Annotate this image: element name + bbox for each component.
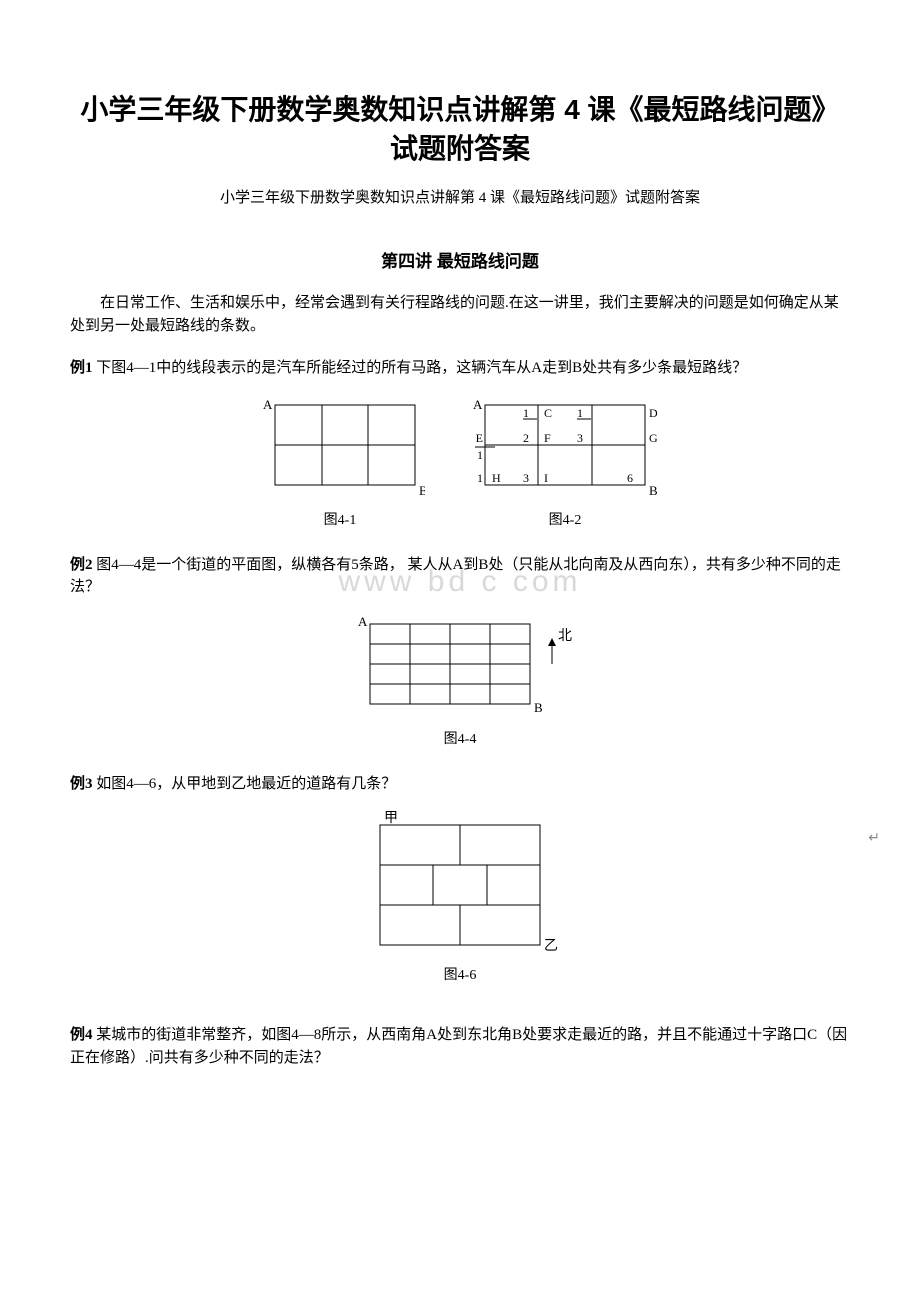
example-1-text: 下图4—1中的线段表示的是汽车所能经过的所有马路，这辆汽车从A走到B处共有多少条… — [93, 360, 748, 376]
example-2-label: 例2 — [70, 557, 93, 573]
svg-text:B: B — [534, 700, 543, 715]
svg-text:A: A — [358, 614, 368, 629]
page-title: 小学三年级下册数学奥数知识点讲解第 4 课《最短路线问题》试题附答案 — [70, 90, 850, 168]
section-title: 第四讲 最短路线问题 — [70, 247, 850, 272]
svg-text:A: A — [473, 397, 483, 412]
return-mark: ↵ — [868, 830, 880, 847]
example-3: 例3 如图4—6，从甲地到乙地最近的道路有几条？ — [70, 773, 850, 796]
svg-text:D: D — [649, 406, 658, 420]
figure-4-4-row: A B 北 图4-4 — [70, 614, 850, 748]
figure-4-1: A B — [255, 395, 425, 505]
example-1-label: 例1 — [70, 360, 93, 376]
svg-text:B: B — [649, 483, 658, 498]
figure-4-2: A 1 C 1 D E 1 2 F 3 G 1 H — [465, 395, 665, 505]
figure-4-6-row: 甲 乙 图4-6 — [70, 810, 850, 984]
example-2: 例2 图4—4是一个街道的平面图，纵横各有5条路， 某人从A到B处（只能从北向南… — [70, 554, 850, 599]
svg-text:2: 2 — [523, 431, 529, 445]
svg-text:B: B — [419, 483, 425, 498]
example-3-text: 如图4—6，从甲地到乙地最近的道路有几条？ — [93, 776, 397, 792]
figure-4-6: 甲 乙 — [360, 810, 560, 960]
caption-4-6: 图4-6 — [444, 964, 477, 984]
example-1: 例1 下图4—1中的线段表示的是汽车所能经过的所有马路，这辆汽车从A走到B处共有… — [70, 357, 850, 380]
svg-text:1: 1 — [523, 406, 529, 420]
caption-4-2: 图4-2 — [549, 509, 582, 529]
intro-text: 在日常工作、生活和娱乐中，经常会遇到有关行程路线的问题.在这一讲里，我们主要解决… — [70, 292, 850, 337]
svg-text:1: 1 — [577, 406, 583, 420]
svg-text:6: 6 — [627, 471, 633, 485]
svg-text:3: 3 — [523, 471, 529, 485]
svg-text:乙: 乙 — [544, 938, 558, 954]
svg-text:F: F — [544, 431, 551, 445]
svg-text:3: 3 — [577, 431, 583, 445]
example-4-label: 例4 — [70, 1027, 93, 1043]
svg-text:C: C — [544, 406, 552, 420]
example-2-text: 图4—4是一个街道的平面图，纵横各有5条路， 某人从A到B处（只能从北向南及从西… — [70, 557, 841, 596]
svg-text:北: 北 — [558, 628, 572, 644]
svg-text:A: A — [263, 397, 273, 412]
svg-text:E: E — [476, 431, 483, 445]
svg-text:1: 1 — [477, 471, 483, 485]
example-4: 例4 某城市的街道非常整齐，如图4—8所示，从西南角A处到东北角B处要求走最近的… — [70, 1024, 850, 1069]
example-3-label: 例3 — [70, 776, 93, 792]
svg-text:I: I — [544, 471, 548, 485]
example-4-text: 某城市的街道非常整齐，如图4—8所示，从西南角A处到东北角B处要求走最近的路，并… — [70, 1027, 847, 1066]
svg-text:H: H — [492, 471, 501, 485]
caption-4-1: 图4-1 — [324, 509, 357, 529]
figure-4-4: A B 北 — [340, 614, 580, 724]
page-subtitle: 小学三年级下册数学奥数知识点讲解第 4 课《最短路线问题》试题附答案 — [70, 186, 850, 207]
caption-4-4: 图4-4 — [444, 728, 477, 748]
svg-text:甲: 甲 — [384, 811, 398, 826]
svg-text:G: G — [649, 431, 658, 445]
svg-text:1: 1 — [477, 448, 483, 462]
figure-4-1-4-2-row: A B 图4-1 A 1 C 1 — [70, 395, 850, 529]
